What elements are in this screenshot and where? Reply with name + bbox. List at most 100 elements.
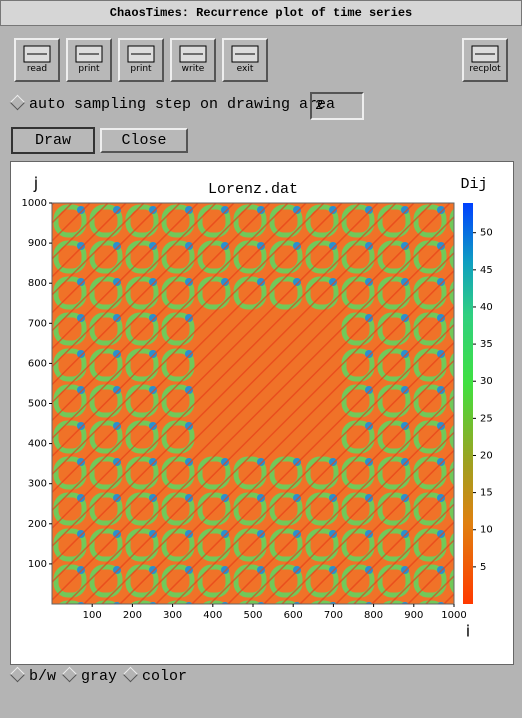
heatmap-texture (413, 204, 447, 238)
heatmap-texture (365, 530, 373, 538)
heatmap-texture (401, 242, 409, 250)
heatmap-texture (89, 420, 123, 454)
toolbar-button[interactable]: recplot (462, 38, 508, 82)
heatmap-texture (221, 278, 229, 286)
heatmap-texture (401, 350, 409, 358)
heatmap-texture (125, 492, 159, 526)
heatmap-texture (377, 456, 411, 490)
toolbar-button[interactable]: print (66, 38, 112, 82)
heatmap-texture (377, 240, 411, 274)
heatmap-texture (89, 276, 123, 310)
y-tick-label: 300 (28, 479, 47, 490)
button-icon (23, 45, 51, 63)
heatmap-texture (125, 276, 159, 310)
radio[interactable] (9, 94, 26, 111)
heatmap-texture (341, 348, 375, 382)
button-label: print (78, 64, 100, 74)
heatmap-texture (161, 492, 195, 526)
heatmap-texture (89, 204, 123, 238)
auto-sampling-option[interactable]: auto sampling step on drawing area (9, 94, 335, 113)
heatmap-texture (89, 384, 123, 418)
heatmap-texture (221, 206, 229, 214)
heatmap-texture (113, 458, 121, 466)
heatmap-texture (401, 386, 409, 394)
heatmap-texture (89, 528, 123, 562)
heatmap-texture (449, 388, 454, 414)
button-label: print (130, 64, 152, 74)
heatmap-texture (274, 600, 298, 604)
toolbar-button[interactable]: write (170, 38, 216, 82)
heatmap-texture (233, 276, 267, 310)
heatmap-texture (449, 532, 454, 558)
heatmap-texture (293, 458, 301, 466)
heatmap-texture (401, 530, 409, 538)
heatmap-texture (149, 386, 157, 394)
close-button[interactable]: Close (100, 128, 188, 153)
heatmap-texture (161, 420, 195, 454)
button-label: write (181, 64, 205, 74)
toolbar-button[interactable]: exit (222, 38, 268, 82)
heatmap-texture (401, 206, 409, 214)
heatmap-texture (449, 496, 454, 522)
heatmap-texture (52, 203, 145, 296)
heatmap-texture (473, 206, 481, 214)
heatmap-texture (161, 204, 195, 238)
heatmap-texture (113, 386, 121, 394)
x-axis-label: i (466, 622, 470, 641)
heatmap-texture (365, 494, 373, 502)
heatmap-texture (52, 203, 253, 404)
heatmap-texture (473, 314, 481, 322)
color-mode-group: b/w gray color (9, 666, 195, 685)
heatmap-texture (53, 384, 87, 418)
toolbar-button[interactable]: read (14, 38, 60, 82)
heatmap-texture (257, 242, 265, 250)
heatmap-texture (382, 600, 406, 604)
heatmap-texture (413, 456, 447, 490)
heatmap-texture (365, 458, 373, 466)
heatmap-texture (341, 384, 375, 418)
heatmap-texture (125, 204, 159, 238)
heatmap-texture (52, 203, 361, 512)
x-tick-label: 600 (284, 610, 303, 621)
colorbar-tick-label: 45 (480, 265, 493, 276)
heatmap-texture (125, 420, 159, 454)
colorbar-tick-label: 5 (480, 562, 486, 573)
x-tick-label: 300 (163, 610, 182, 621)
heatmap-texture (77, 278, 85, 286)
heatmap-texture (202, 600, 226, 604)
color-mode-option[interactable]: gray (61, 666, 117, 685)
radio[interactable] (61, 666, 78, 683)
heatmap-texture (89, 564, 123, 598)
toolbar-button[interactable]: print (118, 38, 164, 82)
radio[interactable] (9, 666, 26, 683)
color-mode-option[interactable]: color (122, 666, 187, 685)
heatmap-texture (221, 530, 229, 538)
y-axis-label: j (33, 174, 38, 193)
heatmap-texture (437, 386, 445, 394)
heatmap-texture (437, 530, 445, 538)
heatmap-texture (65, 215, 454, 604)
button-icon (75, 45, 103, 63)
heatmap-texture (401, 422, 409, 430)
heatmap-texture (305, 564, 339, 598)
heatmap-texture (137, 287, 454, 604)
heatmap-texture (341, 564, 375, 598)
heatmap-texture (401, 458, 409, 466)
heatmap-texture (413, 384, 447, 418)
heatmap-texture (83, 233, 454, 604)
heatmap-texture (365, 422, 373, 430)
sampling-input[interactable]: 2 (310, 92, 364, 120)
heatmap-texture (52, 203, 307, 458)
color-mode-option[interactable]: b/w (9, 666, 56, 685)
radio[interactable] (122, 666, 139, 683)
heatmap-texture (473, 350, 481, 358)
heatmap-texture (413, 240, 447, 274)
heatmap-texture (53, 276, 87, 310)
heatmap-texture (149, 350, 157, 358)
heatmap-texture (52, 203, 433, 584)
colorbar-tick-label: 25 (480, 413, 493, 424)
button-icon (127, 45, 155, 63)
heatmap-texture (227, 377, 454, 604)
draw-button[interactable]: Draw (11, 127, 95, 154)
heatmap-texture (305, 276, 339, 310)
